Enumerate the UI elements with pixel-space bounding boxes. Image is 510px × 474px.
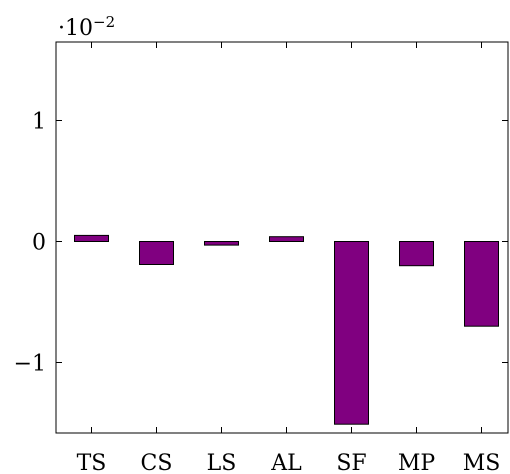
bar-sf — [334, 241, 369, 425]
plot-frame — [55, 41, 509, 434]
y-tick-label-1: 0 — [32, 231, 46, 256]
y-scale-base: ·10 — [58, 16, 93, 41]
x-tick-label-sf: SF — [336, 451, 366, 474]
y-scale-label: ·10−2 — [58, 13, 115, 41]
bar-mp — [399, 241, 434, 267]
x-tick-label-ms: MS — [463, 451, 501, 474]
bar-ls — [204, 241, 239, 246]
x-tick-label-cs: CS — [141, 451, 173, 474]
bars-group — [74, 234, 499, 425]
x-ticks-group: TS CS LS AL SF MP MS — [77, 42, 501, 474]
bar-ms — [464, 241, 499, 327]
x-tick-label-mp: MP — [398, 451, 436, 474]
bar-cs — [139, 241, 174, 265]
x-tick-label-ts: TS — [77, 451, 107, 474]
x-tick-label-al: AL — [270, 451, 302, 474]
y-ticks-group: −1 0 1 — [14, 110, 508, 377]
y-tick-label-0: −1 — [14, 352, 46, 377]
bar-ts — [74, 234, 109, 242]
y-scale-exponent: −2 — [93, 13, 115, 31]
bar-al — [269, 236, 304, 242]
x-tick-label-ls: LS — [207, 451, 237, 474]
y-tick-label-2: 1 — [32, 110, 46, 135]
